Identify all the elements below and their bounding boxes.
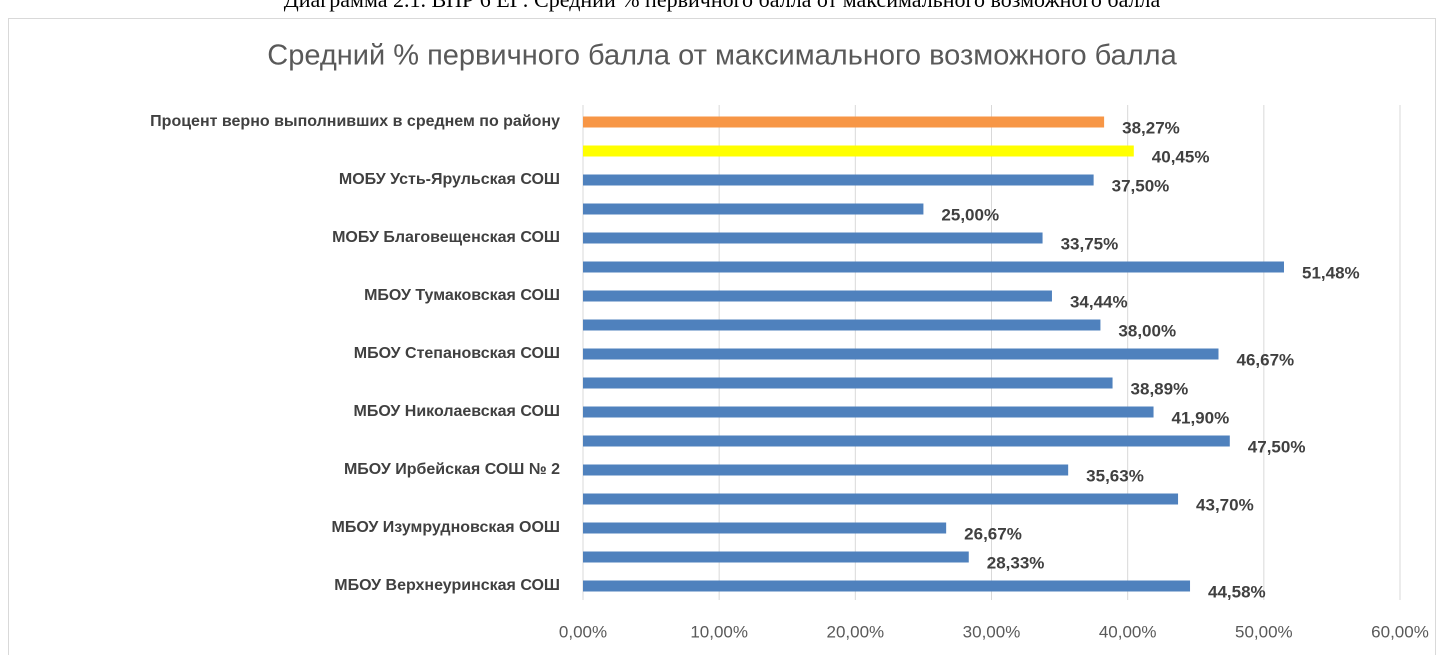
y-tick-label: МОБУ Благовещенская СОШ	[332, 229, 560, 246]
value-label: 51,48%	[1302, 263, 1360, 282]
bar	[583, 232, 1043, 244]
y-tick-label: Процент верно выполнивших в среднем по р…	[150, 113, 560, 130]
y-tick-label: МБОУ Верхнеуринская СОШ	[334, 577, 560, 594]
value-label: 33,75%	[1061, 234, 1119, 253]
bar	[583, 435, 1230, 447]
bar	[583, 406, 1154, 418]
bar	[583, 174, 1094, 186]
bar	[583, 377, 1113, 389]
value-label: 26,67%	[964, 524, 1022, 543]
value-label: 38,27%	[1122, 118, 1180, 137]
y-tick-label: МБОУ Ирбейская СОШ № 2	[344, 461, 560, 478]
y-tick-label: МБОУ Изумрудновская ООШ	[332, 519, 561, 536]
bar	[583, 290, 1052, 302]
x-tick-label: 40,00%	[1099, 622, 1157, 641]
chart-title: Средний % первичного балла от максимальн…	[267, 40, 1177, 72]
value-label: 40,45%	[1152, 147, 1210, 166]
bar	[583, 522, 947, 534]
x-tick-label: 60,00%	[1371, 622, 1429, 641]
x-tick-label: 30,00%	[963, 622, 1021, 641]
value-label: 43,70%	[1196, 495, 1254, 514]
value-label: 28,33%	[987, 553, 1045, 572]
bar	[583, 319, 1101, 331]
y-tick-label: МБОУ Николаевская СОШ	[354, 403, 561, 420]
value-label: 25,00%	[941, 205, 999, 224]
bar	[583, 116, 1105, 128]
value-label: 37,50%	[1112, 176, 1170, 195]
bar	[583, 464, 1069, 476]
y-tick-label: МБОУ Тумаковская СОШ	[364, 287, 560, 304]
caption: Диаграмма 2.1. ВПР 6 ЕГ: Средний % перви…	[284, 0, 1161, 12]
bar	[583, 493, 1179, 505]
value-label: 35,63%	[1086, 466, 1144, 485]
value-label: 38,00%	[1118, 321, 1176, 340]
bar	[583, 580, 1191, 592]
bar	[583, 551, 969, 563]
bar	[583, 261, 1284, 273]
x-tick-label: 0,00%	[559, 622, 607, 641]
y-tick-label: МБОУ Степановская СОШ	[354, 345, 560, 362]
x-tick-label: 20,00%	[826, 622, 884, 641]
bar	[583, 348, 1219, 360]
y-tick-label: МОБУ Усть-Ярульская СОШ	[339, 171, 560, 188]
bar	[583, 203, 924, 215]
value-label: 41,90%	[1172, 408, 1230, 427]
value-label: 34,44%	[1070, 292, 1128, 311]
x-tick-label: 10,00%	[690, 622, 748, 641]
value-label: 44,58%	[1208, 582, 1266, 601]
value-label: 46,67%	[1236, 350, 1294, 369]
x-tick-label: 50,00%	[1235, 622, 1293, 641]
value-label: 47,50%	[1248, 437, 1306, 456]
value-label: 38,89%	[1131, 379, 1189, 398]
bar	[583, 145, 1134, 157]
